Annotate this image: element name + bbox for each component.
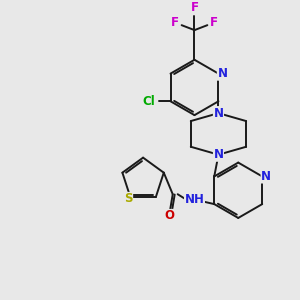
Text: O: O <box>165 209 175 223</box>
Text: N: N <box>214 107 224 120</box>
Text: Cl: Cl <box>142 95 155 108</box>
Text: F: F <box>190 1 199 14</box>
Text: N: N <box>214 148 224 161</box>
Text: NH: NH <box>184 193 204 206</box>
Text: N: N <box>261 170 271 183</box>
Text: F: F <box>171 16 179 29</box>
Text: N: N <box>218 67 227 80</box>
Text: F: F <box>210 16 218 29</box>
Text: S: S <box>124 193 133 206</box>
